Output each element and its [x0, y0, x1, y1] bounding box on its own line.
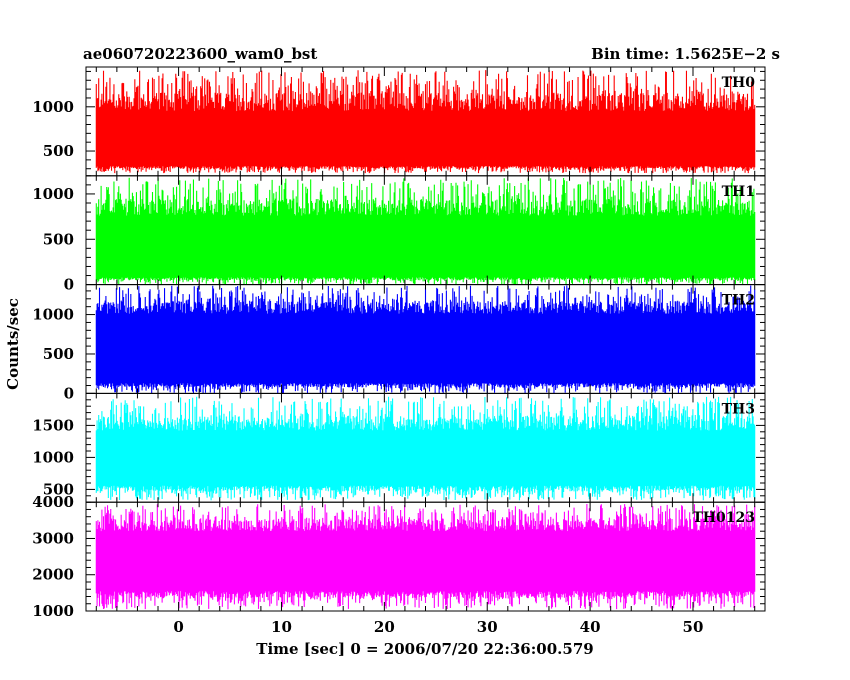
- panel-th2: 0 500 1000 TH2: [32, 284, 766, 402]
- y-tick-label: 1000: [32, 98, 74, 116]
- x-tick-label: 20: [374, 618, 395, 636]
- x-axis-label: Time [sec] 0 = 2006/07/20 22:36:00.579: [256, 640, 593, 658]
- lightcurve-band-th0: [96, 111, 755, 167]
- y-tick-label: 1000: [32, 602, 74, 620]
- y-tick-label: 1000: [32, 185, 74, 203]
- x-tick-label: 30: [477, 618, 498, 636]
- panel-th0: 500 1000 TH0: [32, 66, 766, 177]
- y-tick-label: 500: [43, 345, 74, 363]
- x-tick-label: 10: [271, 618, 292, 636]
- y-tick-label: 500: [43, 480, 74, 498]
- y-tick-label: 3000: [32, 529, 74, 547]
- panel-th1: 0 500 1000 TH1: [32, 175, 766, 294]
- y-tick-label: 500: [43, 142, 74, 160]
- panel-label-th2: TH2: [722, 293, 755, 309]
- panel-label-th1: TH1: [722, 184, 755, 200]
- lightcurve-band-th2: [96, 313, 755, 384]
- y-tick-label: 1000: [32, 306, 74, 324]
- y-tick-label: 0: [64, 276, 74, 294]
- panel-label-th0123: TH0123: [692, 510, 755, 526]
- y-tick-label: 500: [43, 230, 74, 248]
- y-tick-label: 0: [64, 384, 74, 402]
- y-axis-label: Counts/sec: [4, 298, 22, 390]
- x-tick-label: 0: [173, 618, 183, 636]
- chart-title-right: Bin time: 1.5625E−2 s: [591, 45, 780, 63]
- y-tick-label: 4000: [32, 493, 74, 511]
- chart-title-left: ae060720223600_wam0_bst: [83, 45, 317, 63]
- lightcurve-band-th3: [96, 430, 755, 486]
- x-tick-label: 50: [683, 618, 704, 636]
- y-tick-label: 1000: [32, 448, 74, 466]
- panel-label-th0: TH0: [722, 75, 756, 91]
- y-tick-label: 1500: [32, 416, 74, 434]
- x-tick-label: 40: [580, 618, 601, 636]
- panel-th3: 500 1000 1500 TH3: [32, 392, 766, 503]
- y-tick-label: 2000: [32, 566, 74, 584]
- lightcurve-band-th1: [96, 215, 755, 278]
- panel-th0123: 1000 2000 3000 4000 TH0123: [32, 493, 766, 620]
- lightcurve-band-th0123: [96, 531, 755, 592]
- panel-label-th3: TH3: [722, 401, 755, 417]
